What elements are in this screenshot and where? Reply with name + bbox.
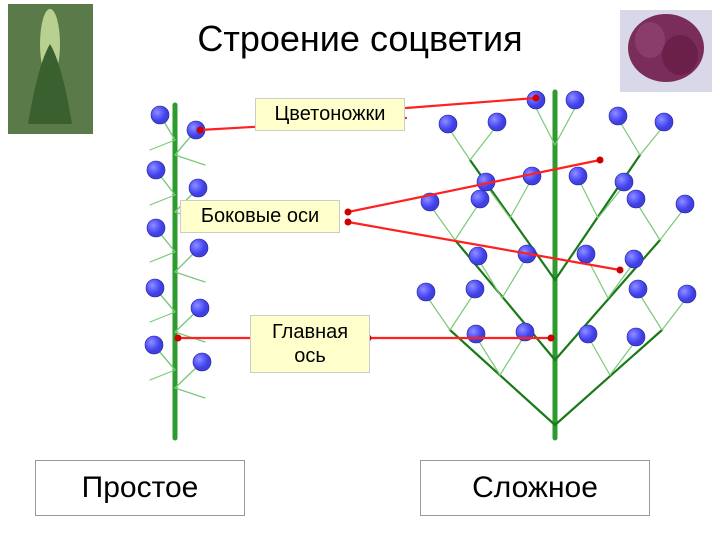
- label-main-axis-text: Главнаяось: [272, 321, 348, 367]
- diagram-svg: [0, 0, 720, 540]
- label-lateral-axes: Боковые оси: [180, 200, 340, 233]
- label-pedicels: Цветоножки: [255, 98, 405, 131]
- diagram-title: Строение соцветия: [0, 18, 720, 60]
- label-main-axis: Главнаяось: [250, 315, 370, 373]
- label-pedicels-text: Цветоножки: [275, 103, 386, 125]
- type-complex: Сложное: [420, 460, 650, 516]
- type-simple: Простое: [35, 460, 245, 516]
- label-lateral-text: Боковые оси: [201, 205, 319, 227]
- type-complex-text: Сложное: [472, 471, 598, 504]
- type-simple-text: Простое: [82, 471, 199, 504]
- diagram-title-text: Строение соцветия: [197, 18, 522, 59]
